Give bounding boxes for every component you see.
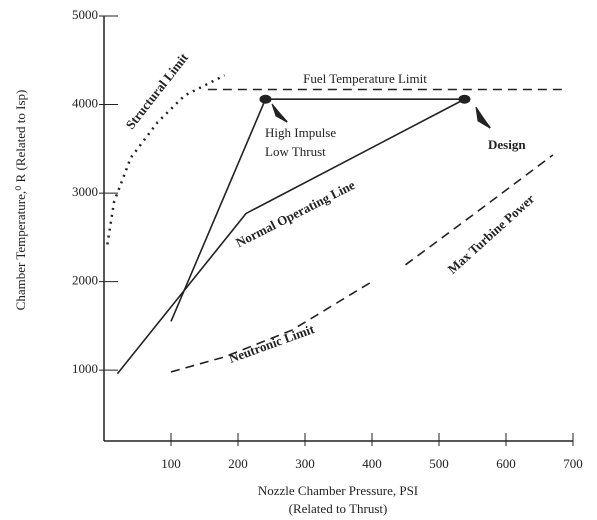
x-tick-label: 200 — [228, 456, 248, 471]
series-label: Structural Limit — [123, 50, 192, 132]
x-tick-label: 400 — [362, 456, 382, 471]
point — [458, 94, 471, 104]
point-label: Design — [488, 137, 526, 152]
y-tick-label: 4000 — [72, 96, 98, 111]
x-tick-label: 300 — [295, 456, 315, 471]
x-tick-label: 100 — [161, 456, 181, 471]
y-tick-label: 5000 — [72, 7, 98, 22]
y-axis-label: Chamber Temperature,⁰ R (Related to Isp) — [13, 90, 28, 311]
y-tick-label: 3000 — [72, 184, 98, 199]
x-tick-label: 700 — [563, 456, 583, 471]
point-label: High Impulse — [265, 125, 336, 140]
arrow — [273, 107, 288, 123]
series-line — [106, 74, 226, 245]
x-axis-label: Nozzle Chamber Pressure, PSI — [258, 483, 418, 498]
series-label: Max Turbine Power — [445, 191, 538, 277]
series-line — [405, 154, 554, 266]
point — [259, 94, 272, 104]
arrows — [271, 103, 491, 129]
arrow — [477, 111, 491, 129]
series-label: Fuel Temperature Limit — [303, 71, 427, 86]
y-tick-label: 1000 — [72, 361, 98, 376]
x-tick-label: 600 — [496, 456, 516, 471]
series-line — [116, 98, 465, 375]
series-label: Neutronic Limit — [227, 321, 317, 366]
x-tick-label: 500 — [429, 456, 449, 471]
point-label: Low Thrust — [265, 144, 326, 159]
x-axis-label: (Related to Thrust) — [289, 501, 388, 516]
y-tick-label: 2000 — [72, 273, 98, 288]
series-line — [170, 280, 373, 373]
